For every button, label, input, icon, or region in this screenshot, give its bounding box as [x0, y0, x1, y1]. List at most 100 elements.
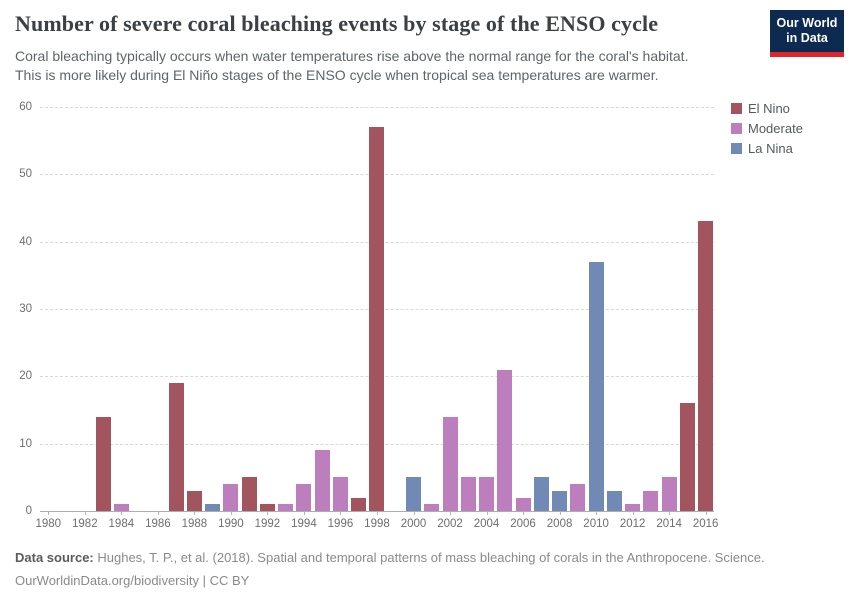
bar-2015[interactable] — [679, 403, 695, 511]
x-axis-label-2002: 2002 — [437, 518, 463, 530]
y-axis-label-10: 10 — [19, 437, 32, 450]
bar-2000[interactable] — [406, 477, 421, 511]
chart-title: Number of severe coral bleaching events … — [15, 11, 659, 36]
logo-line-2: in Data — [786, 31, 828, 45]
bar-2013[interactable] — [643, 490, 659, 511]
x-tick-1982 — [84, 511, 86, 515]
x-axis-label-1986: 1986 — [145, 518, 171, 530]
x-axis-label-1988: 1988 — [181, 518, 208, 530]
x-tick-1988 — [194, 511, 196, 515]
x-tick-1996 — [340, 511, 342, 515]
chart-subtitle: Coral bleaching typically occurs when wa… — [15, 47, 755, 85]
data-source-label: Data source: — [15, 550, 94, 565]
bar-2002[interactable] — [442, 416, 458, 511]
x-axis-label-1990: 1990 — [218, 518, 244, 530]
legend-swatch-el_nino — [731, 102, 742, 114]
bar-2006[interactable] — [515, 497, 531, 511]
bar-2011[interactable] — [606, 490, 622, 511]
x-tick-2004 — [486, 511, 488, 515]
bar-1997[interactable] — [351, 497, 367, 511]
gridline-y-60 — [40, 107, 714, 108]
bar-2007[interactable] — [533, 477, 549, 511]
x-axis-label-1998: 1998 — [364, 518, 390, 530]
legend-label-la_nina: La Nina — [748, 140, 793, 156]
y-axis-label-30: 30 — [19, 303, 32, 315]
x-axis-label-2006: 2006 — [510, 518, 536, 530]
x-tick-1992 — [267, 511, 269, 515]
legend-label-el_nino: El Nino — [748, 100, 790, 116]
subtitle-line-2: This is more likely during El Niño stage… — [15, 67, 659, 83]
bar-1983[interactable] — [95, 416, 111, 511]
x-axis-label-2014: 2014 — [656, 518, 682, 530]
legend-item-moderate: Moderate — [731, 118, 803, 138]
x-tick-1986 — [157, 511, 159, 515]
y-axis-label-40: 40 — [19, 235, 32, 248]
x-tick-2000 — [413, 511, 415, 515]
footer: Data source: Hughes, T. P., et al. (2018… — [15, 546, 825, 592]
x-axis-label-1982: 1982 — [72, 518, 98, 530]
y-axis-label-50: 50 — [19, 168, 32, 181]
legend-swatch-la_nina — [731, 142, 742, 154]
y-axis-label-0: 0 — [25, 505, 32, 517]
bar-2004[interactable] — [479, 477, 495, 511]
bar-2001[interactable] — [424, 504, 440, 511]
x-axis-label-1992: 1992 — [254, 518, 281, 530]
legend-label-moderate: Moderate — [748, 120, 803, 136]
bar-1988[interactable] — [186, 490, 202, 511]
x-axis-label-1984: 1984 — [108, 518, 135, 530]
x-tick-1994 — [303, 511, 305, 515]
bar-1991[interactable] — [241, 477, 257, 511]
x-tick-2012 — [632, 511, 634, 515]
bar-2012[interactable] — [625, 504, 641, 511]
bar-2016[interactable] — [698, 221, 714, 511]
x-axis-label-1996: 1996 — [327, 518, 354, 530]
x-tick-2014 — [669, 511, 671, 515]
x-tick-1984 — [121, 511, 123, 515]
bar-1998[interactable] — [369, 127, 385, 511]
bar-1992[interactable] — [259, 504, 275, 511]
x-tick-2010 — [596, 511, 598, 515]
bar-1993[interactable] — [278, 504, 294, 511]
x-axis-label-1994: 1994 — [291, 518, 317, 530]
legend-swatch-moderate — [731, 122, 742, 134]
bar-2009[interactable] — [570, 484, 586, 511]
bar-1994[interactable] — [296, 484, 312, 511]
x-axis-label-2008: 2008 — [546, 518, 573, 530]
bar-2005[interactable] — [497, 369, 513, 511]
x-tick-1990 — [230, 511, 232, 515]
x-tick-2002 — [450, 511, 452, 515]
subtitle-line-1: Coral bleaching typically occurs when wa… — [15, 48, 689, 64]
x-axis-label-2004: 2004 — [473, 518, 500, 530]
owid-logo[interactable]: Our World in Data — [770, 10, 844, 57]
x-tick-1980 — [48, 511, 50, 515]
x-tick-2016 — [705, 511, 707, 515]
data-source-text: Hughes, T. P., et al. (2018). Spatial an… — [93, 550, 765, 565]
bar-1987[interactable] — [168, 383, 184, 511]
footer-license[interactable]: OurWorldinData.org/biodiversity | CC BY — [15, 573, 250, 588]
y-axis-label-20: 20 — [19, 370, 32, 383]
legend-item-la_nina: La Nina — [731, 138, 803, 158]
logo-line-1: Our World — [776, 16, 838, 30]
x-axis-label-2012: 2012 — [619, 518, 646, 530]
x-tick-1998 — [376, 511, 378, 515]
legend-item-el_nino: El Nino — [731, 98, 803, 118]
bar-2003[interactable] — [460, 477, 476, 511]
bar-2008[interactable] — [552, 490, 568, 511]
bar-1989[interactable] — [205, 504, 221, 511]
x-axis-label-1980: 1980 — [35, 518, 62, 530]
x-axis-label-2010: 2010 — [583, 518, 609, 530]
bar-2010[interactable] — [588, 261, 604, 511]
x-tick-2006 — [523, 511, 525, 515]
bar-1990[interactable] — [223, 484, 239, 511]
bar-1996[interactable] — [332, 477, 348, 511]
y-axis-label-60: 60 — [19, 101, 32, 113]
x-axis-label-2000: 2000 — [400, 518, 427, 530]
bar-1984[interactable] — [113, 504, 129, 511]
x-axis-label-2016: 2016 — [692, 518, 719, 530]
bar-1995[interactable] — [314, 450, 330, 511]
bar-2014[interactable] — [661, 477, 677, 511]
x-tick-2008 — [559, 511, 561, 515]
legend: El Nino Moderate La Nina — [731, 98, 803, 158]
